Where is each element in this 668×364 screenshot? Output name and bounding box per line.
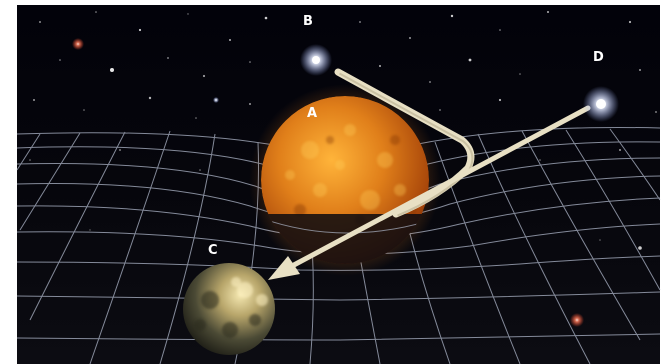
star-d [596, 99, 606, 109]
star-b [312, 56, 320, 64]
blue-star [213, 97, 219, 103]
background-stars [29, 11, 657, 250]
label-a: A [307, 106, 317, 121]
arrow-head-icon [268, 256, 300, 280]
label-b: B [303, 14, 313, 29]
red-star [72, 38, 84, 50]
light-path-from-d [289, 105, 591, 269]
planet-c [183, 263, 275, 355]
sun-body [261, 96, 429, 264]
red-star-lower [570, 313, 584, 327]
label-c: C [208, 243, 218, 258]
label-d: D [593, 50, 604, 65]
